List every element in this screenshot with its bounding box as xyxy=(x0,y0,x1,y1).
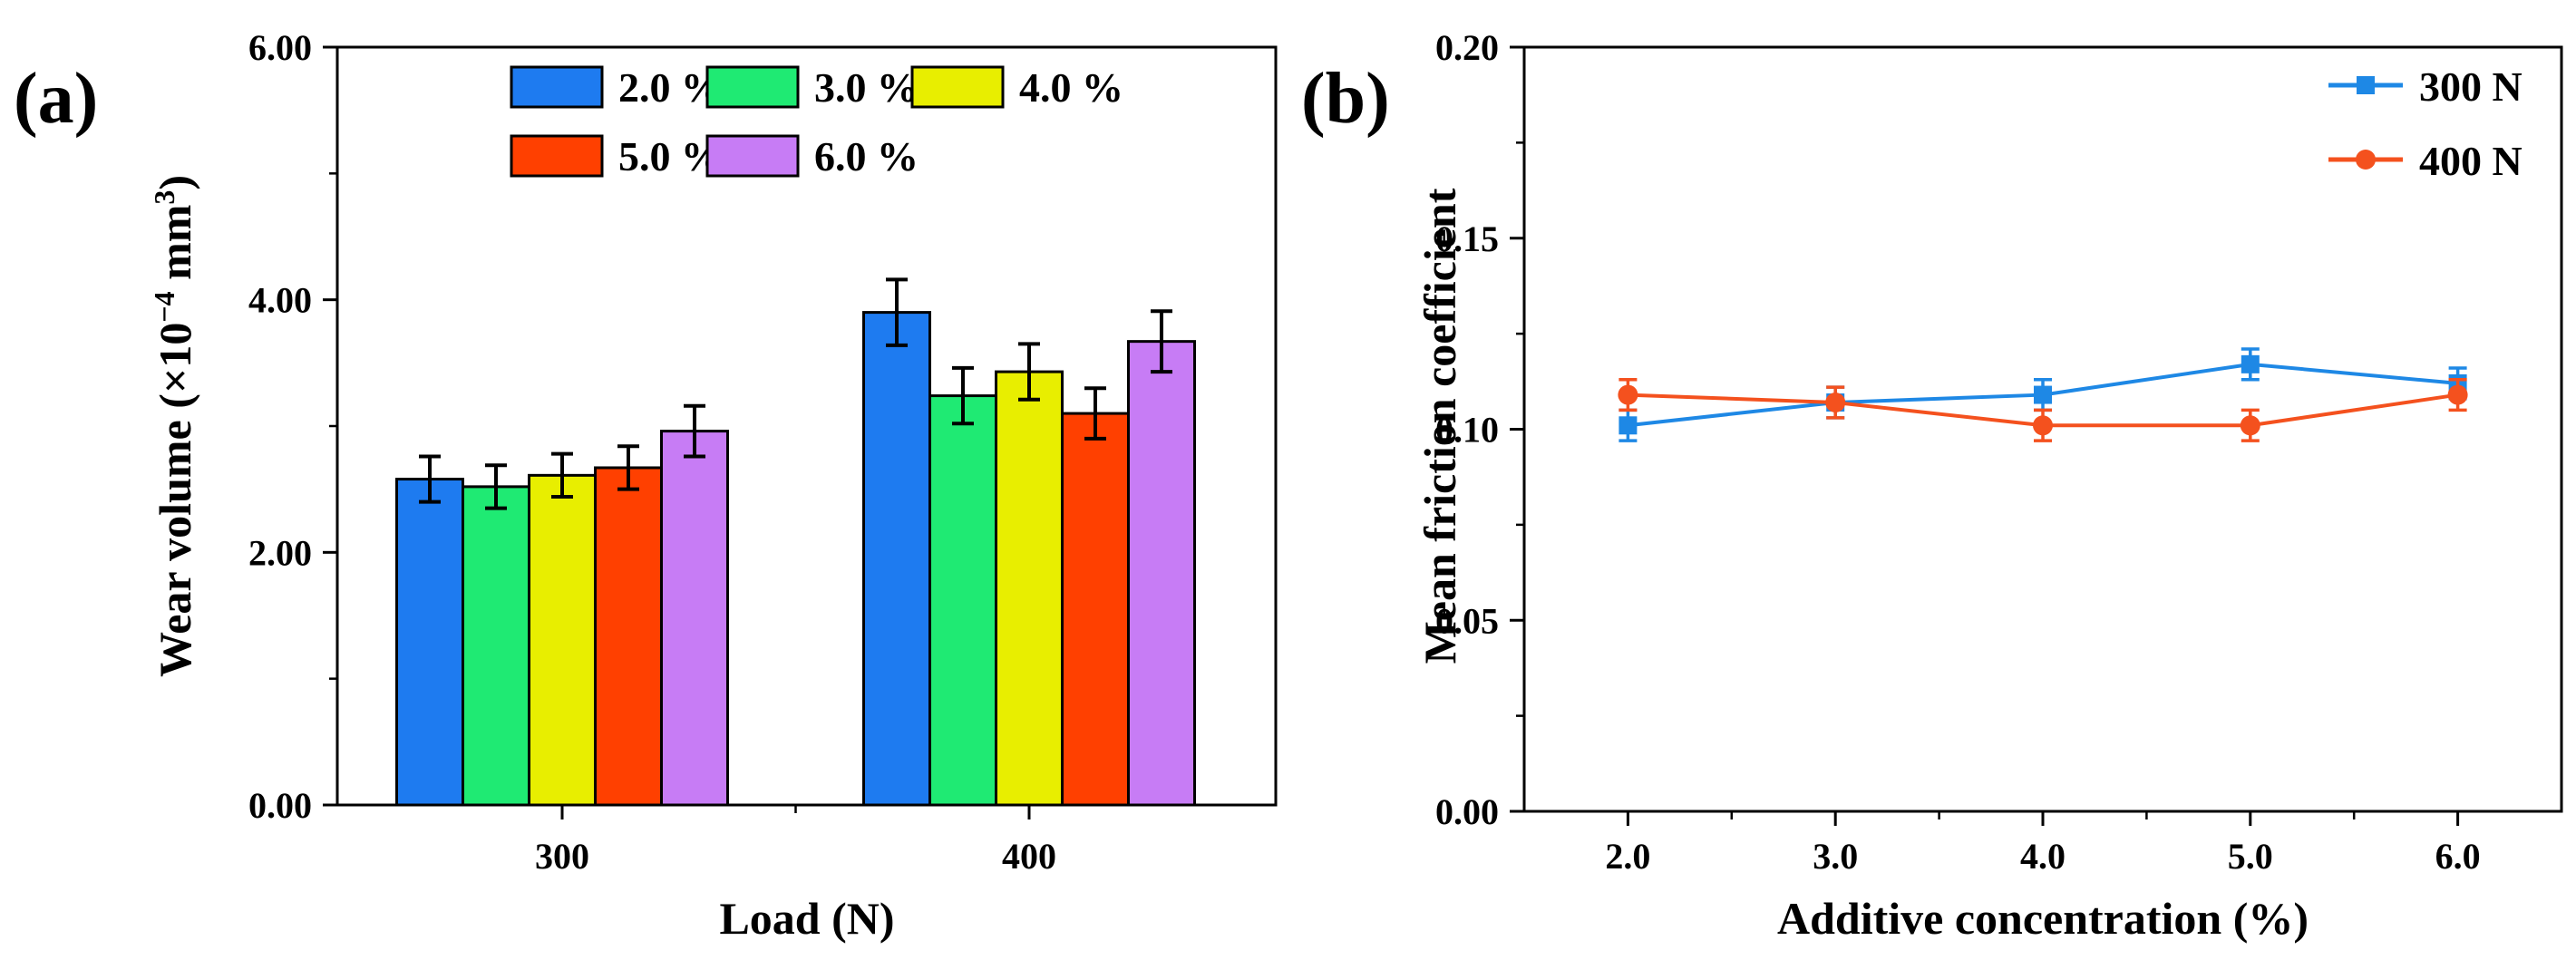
panel-b-xtick-label-4: 6.0 xyxy=(2435,836,2481,877)
panel-a-legend-swatch-1 xyxy=(705,65,800,109)
panel-a-ylabel-exp1: −4 xyxy=(148,291,180,322)
panel-a-bar-300-2 xyxy=(528,473,597,807)
panel-b-series-lines xyxy=(1618,347,2468,442)
panel-a-legend-swatch-4 xyxy=(705,134,800,178)
panel-a-bar-400-2 xyxy=(995,370,1064,807)
panel-a-ylabel-exp2: 3 xyxy=(148,190,180,205)
panel-b-marker-0-3 xyxy=(2241,354,2260,373)
panel-a-errorbar-400-2 xyxy=(1018,342,1040,402)
panel-a-errorbar-300-1 xyxy=(485,463,507,510)
panel-b-marker-1-2 xyxy=(2033,415,2053,436)
panel-b-legend: 300 N 400 N xyxy=(2328,63,2523,184)
panel-a-ylabel-mid: mm xyxy=(150,205,200,292)
panel-a-bar-300-1 xyxy=(462,485,530,807)
panel-b-xtick-label-0: 2.0 xyxy=(1605,836,1650,877)
panel-a-xtick-label-1: 400 xyxy=(1002,836,1056,877)
panel-b-xtick-label-3: 5.0 xyxy=(2228,836,2273,877)
panel-a-xtick-label-0: 300 xyxy=(535,836,589,877)
panel-a-bar-300-0 xyxy=(395,478,464,807)
panel-a-bar-400-3 xyxy=(1061,412,1130,807)
panel-a-ylabel-main: Wear volume (×10 xyxy=(150,323,200,677)
panel-a-legend-swatch-3 xyxy=(510,134,604,178)
panel-a-y-ticks: 0.00 2.00 4.00 6.00 xyxy=(248,27,337,826)
panel-b-marker-0-2 xyxy=(2034,385,2052,404)
panel-a-ytick-label-3: 6.00 xyxy=(248,27,312,68)
panel-a-bar-300-4 xyxy=(660,430,729,807)
panel-b-legend-label-1: 400 N xyxy=(2419,138,2523,184)
panel-a-legend-label-0: 2.0 % xyxy=(618,64,723,111)
panel-a-errorbar-400-4 xyxy=(1151,309,1172,374)
panel-b-legend-marker-0 xyxy=(2357,76,2375,94)
panel-b-x-ticks: 2.0 3.0 4.0 5.0 6.0 xyxy=(1605,811,2481,877)
panel-b-plot-frame xyxy=(1522,45,2563,813)
panel-a-errorbar-400-1 xyxy=(952,365,974,426)
panel-a-ytick-label-2: 4.00 xyxy=(248,280,312,321)
panel-b-friction-chart: (b) Mean friction coefficient 0.000.050.… xyxy=(1301,27,2563,944)
panel-a-ylabel: Wear volume (×10−4 mm3) xyxy=(148,175,200,677)
panel-b-legend-label-0: 300 N xyxy=(2419,63,2523,110)
panel-a-legend: 2.0 % 3.0 % 4.0 % 5.0 % 6.0 % xyxy=(510,64,1123,179)
panel-b-marker-1-1 xyxy=(1825,392,1846,412)
panel-a-ylabel-end: ) xyxy=(150,175,200,190)
panel-b-ylabel: Mean friction coefficient xyxy=(1414,188,1465,664)
panel-a-bar-300-3 xyxy=(594,466,663,807)
panel-b-marker-0-0 xyxy=(1619,416,1638,435)
panel-a-legend-label-1: 3.0 % xyxy=(814,64,919,111)
panel-a-plot-frame xyxy=(335,45,1278,807)
panel-a-legend-swatch-0 xyxy=(510,65,604,109)
panel-a-label: (a) xyxy=(14,59,98,139)
panel-b-xlabel: Additive concentration (%) xyxy=(1777,893,2309,944)
panel-b-ytick-label-0: 0.00 xyxy=(1435,791,1499,832)
panel-a-x-ticks: 300 400 xyxy=(535,805,1056,877)
panel-a-errorbar-300-4 xyxy=(684,403,705,459)
panel-b-ytick-label-1: 0.05 xyxy=(1435,600,1499,641)
panel-a-bar-400-1 xyxy=(928,394,997,807)
panel-a-errorbar-300-3 xyxy=(617,444,639,491)
panel-a-legend-label-3: 5.0 % xyxy=(618,133,723,179)
panel-a-errorbar-300-2 xyxy=(551,451,573,499)
panel-a-ytick-label-0: 0.00 xyxy=(248,785,312,826)
panel-a-errorbar-400-0 xyxy=(886,277,908,347)
panel-b-marker-1-3 xyxy=(2240,415,2260,436)
panel-a-errorbar-300-0 xyxy=(419,454,441,504)
panel-a-legend-label-2: 4.0 % xyxy=(1019,64,1123,111)
panel-b-ytick-label-4: 0.20 xyxy=(1435,27,1499,68)
panel-b-ytick-label-2: 0.10 xyxy=(1435,410,1499,451)
panel-a-legend-swatch-2 xyxy=(910,65,1005,109)
panel-a-legend-label-4: 6.0 % xyxy=(814,133,919,179)
panel-b-label: (b) xyxy=(1301,59,1390,139)
panel-a-errorbar-400-3 xyxy=(1084,386,1106,441)
panel-a-wear-volume-chart: (a) Wear volume (×10−4 mm3) 0.00 2.00 4.00… xyxy=(14,27,1278,944)
panel-a-bar-400-0 xyxy=(862,311,931,807)
panel-b-xtick-label-1: 3.0 xyxy=(1813,836,1858,877)
panel-a-xlabel: Load (N) xyxy=(719,893,894,944)
panel-a-bar-400-4 xyxy=(1127,340,1196,807)
panel-b-xtick-label-2: 4.0 xyxy=(2020,836,2066,877)
panel-b-legend-marker-1 xyxy=(2356,150,2376,170)
panel-b-marker-1-0 xyxy=(1618,384,1638,405)
panel-a-ytick-label-1: 2.00 xyxy=(248,532,312,573)
panel-a-error-bars xyxy=(419,277,1172,510)
panel-b-marker-1-4 xyxy=(2447,384,2468,405)
panel-b-ytick-label-3: 0.15 xyxy=(1435,218,1499,259)
panel-b-y-ticks: 0.00 0.05 0.10 0.15 0.20 xyxy=(1435,27,1524,832)
panel-a-bars xyxy=(395,311,1196,807)
